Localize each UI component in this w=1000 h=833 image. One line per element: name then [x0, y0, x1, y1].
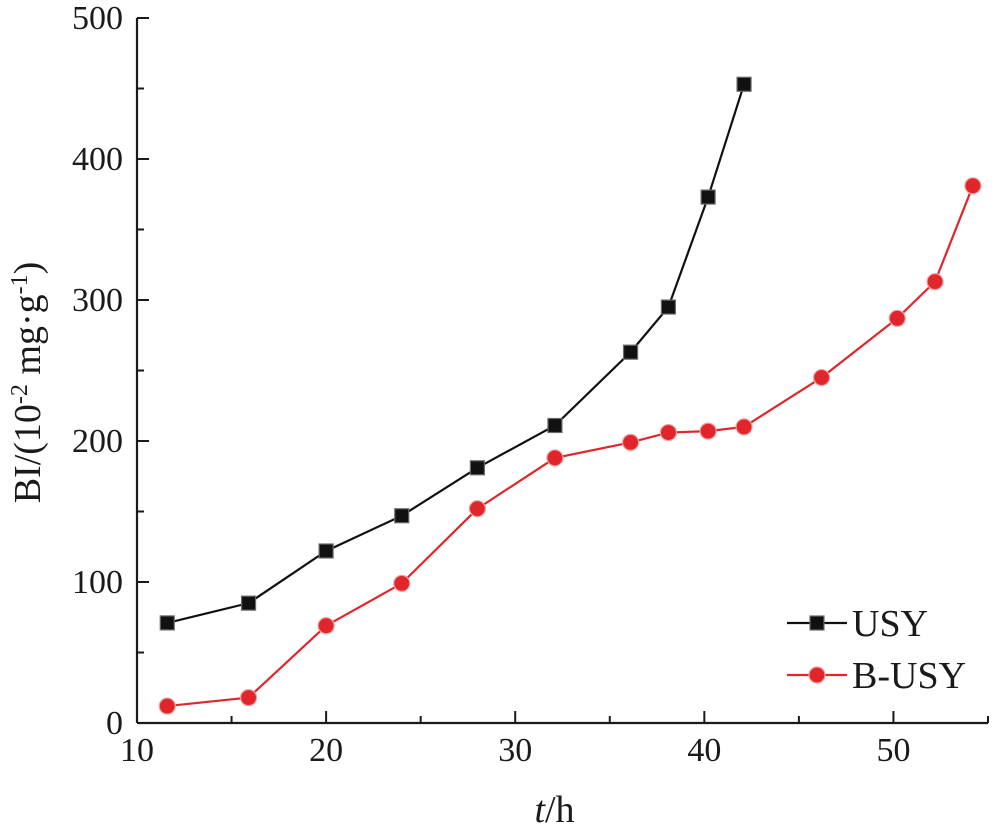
- x-tick-label: 10: [120, 732, 154, 769]
- y-tick-label: 100: [72, 564, 123, 601]
- y-axis-title-end: ): [7, 262, 49, 275]
- y-tick-label: 0: [106, 705, 123, 742]
- series-layer: [158, 76, 982, 715]
- series-line-b-usy: [167, 185, 974, 708]
- data-point-b-usy: [659, 423, 678, 442]
- x-axis-title: t/h: [534, 789, 574, 831]
- x-tick-label: 40: [687, 732, 721, 769]
- y-tick-label: 200: [72, 423, 123, 460]
- series-usy: [159, 76, 752, 631]
- legend-label-usy: USY: [852, 603, 928, 645]
- data-point-usy: [700, 189, 716, 205]
- y-axis-title-sup2: -1: [7, 274, 33, 294]
- data-point-b-usy: [546, 449, 564, 467]
- data-point-usy: [469, 460, 485, 476]
- x-tick-label: 20: [309, 732, 343, 769]
- data-point-b-usy: [393, 574, 411, 593]
- data-point-usy: [240, 595, 257, 611]
- data-point-b-usy: [888, 309, 906, 327]
- y-tick-label: 400: [72, 141, 123, 178]
- series-b-usy: [158, 177, 982, 715]
- data-point-usy: [159, 615, 175, 631]
- data-point-usy: [318, 543, 334, 559]
- y-tick-label: 300: [72, 282, 123, 319]
- y-axis-title-sup1: -2: [7, 384, 33, 404]
- data-point-b-usy: [699, 422, 717, 440]
- y-axis-title-mid: mg·g: [7, 294, 49, 384]
- x-axis-title-italic: t: [534, 789, 546, 831]
- data-point-b-usy: [317, 617, 335, 635]
- legend: USY B-USY: [787, 603, 966, 697]
- data-point-b-usy: [158, 697, 176, 715]
- data-point-usy: [394, 508, 410, 524]
- data-point-b-usy: [735, 418, 753, 436]
- data-point-usy: [660, 299, 677, 315]
- legend-marker-usy: [809, 615, 825, 631]
- y-tick-label: 500: [72, 0, 123, 37]
- legend-marker-b-usy: [808, 666, 826, 684]
- data-point-usy: [736, 76, 752, 92]
- data-point-b-usy: [964, 177, 982, 195]
- legend-label-b-usy: B-USY: [852, 655, 966, 697]
- data-point-b-usy: [621, 433, 640, 452]
- data-point-b-usy: [926, 273, 944, 291]
- data-point-b-usy: [468, 500, 486, 518]
- ticks: [136, 17, 989, 724]
- data-point-usy: [547, 417, 563, 434]
- series-line-usy: [167, 83, 746, 624]
- x-axis-title-unit: /h: [545, 789, 575, 831]
- data-point-b-usy: [812, 368, 831, 387]
- data-point-b-usy: [239, 689, 258, 707]
- legend-item-b-usy: B-USY: [787, 655, 966, 697]
- legend-item-usy: USY: [787, 603, 928, 645]
- y-axis-title-base: BI/(10: [7, 404, 49, 503]
- y-axis-title: BI/(10-2 mg·g-1): [7, 262, 49, 504]
- data-point-usy: [622, 344, 639, 360]
- x-tick-label: 30: [498, 732, 532, 769]
- x-tick-label: 50: [876, 732, 910, 769]
- tick-labels: 0 100 200 300 400 500 10 20 30 40 50: [72, 0, 910, 769]
